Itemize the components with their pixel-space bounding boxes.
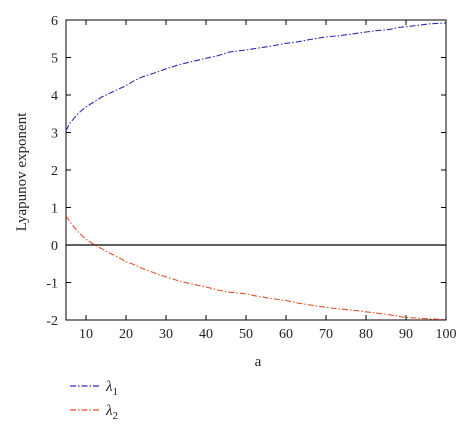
series-line-lambda-2 (65, 215, 447, 321)
series-line-lambda-1 (65, 22, 447, 131)
legend-label-lambda-1: λ1 (105, 379, 118, 398)
legend-subscript: 2 (113, 410, 119, 422)
y-tick-label: 5 (51, 52, 58, 67)
y-tick-label: 1 (51, 202, 58, 217)
y-tick-label: 3 (51, 127, 58, 142)
legend-label-lambda-2: λ2 (105, 403, 118, 422)
series-layer (65, 22, 447, 321)
legend-subscript: 1 (113, 386, 119, 398)
x-tick-label: 40 (199, 327, 213, 342)
y-tick-label: -1 (46, 277, 58, 292)
x-tick-label: 80 (359, 327, 373, 342)
x-tick-label: 100 (436, 327, 457, 342)
x-tick-label: 20 (119, 327, 133, 342)
x-tick-label: 30 (159, 327, 173, 342)
x-tick-label: 60 (279, 327, 293, 342)
x-tick-label: 10 (79, 327, 93, 342)
x-tick-label: 70 (319, 327, 333, 342)
axes-layer: 10 20 30 40 50 60 70 80 90 100 -2 -1 0 1 2 3 4 5 6 (46, 14, 456, 342)
y-tick-label: 0 (51, 239, 58, 254)
x-tick-label: 50 (239, 327, 253, 342)
y-axis-label: Lyapunov exponent (14, 112, 30, 232)
y-tick-label: -2 (46, 314, 58, 329)
y-tick-label: 6 (51, 14, 58, 29)
y-tick-label: 4 (51, 89, 58, 104)
y-tick-label: 2 (51, 164, 58, 179)
plot-frame (65, 19, 447, 321)
plot-area (65, 19, 447, 321)
legend: λ1 λ2 (70, 379, 118, 422)
x-axis-label: a (255, 354, 262, 370)
x-tick-label: 90 (399, 327, 413, 342)
